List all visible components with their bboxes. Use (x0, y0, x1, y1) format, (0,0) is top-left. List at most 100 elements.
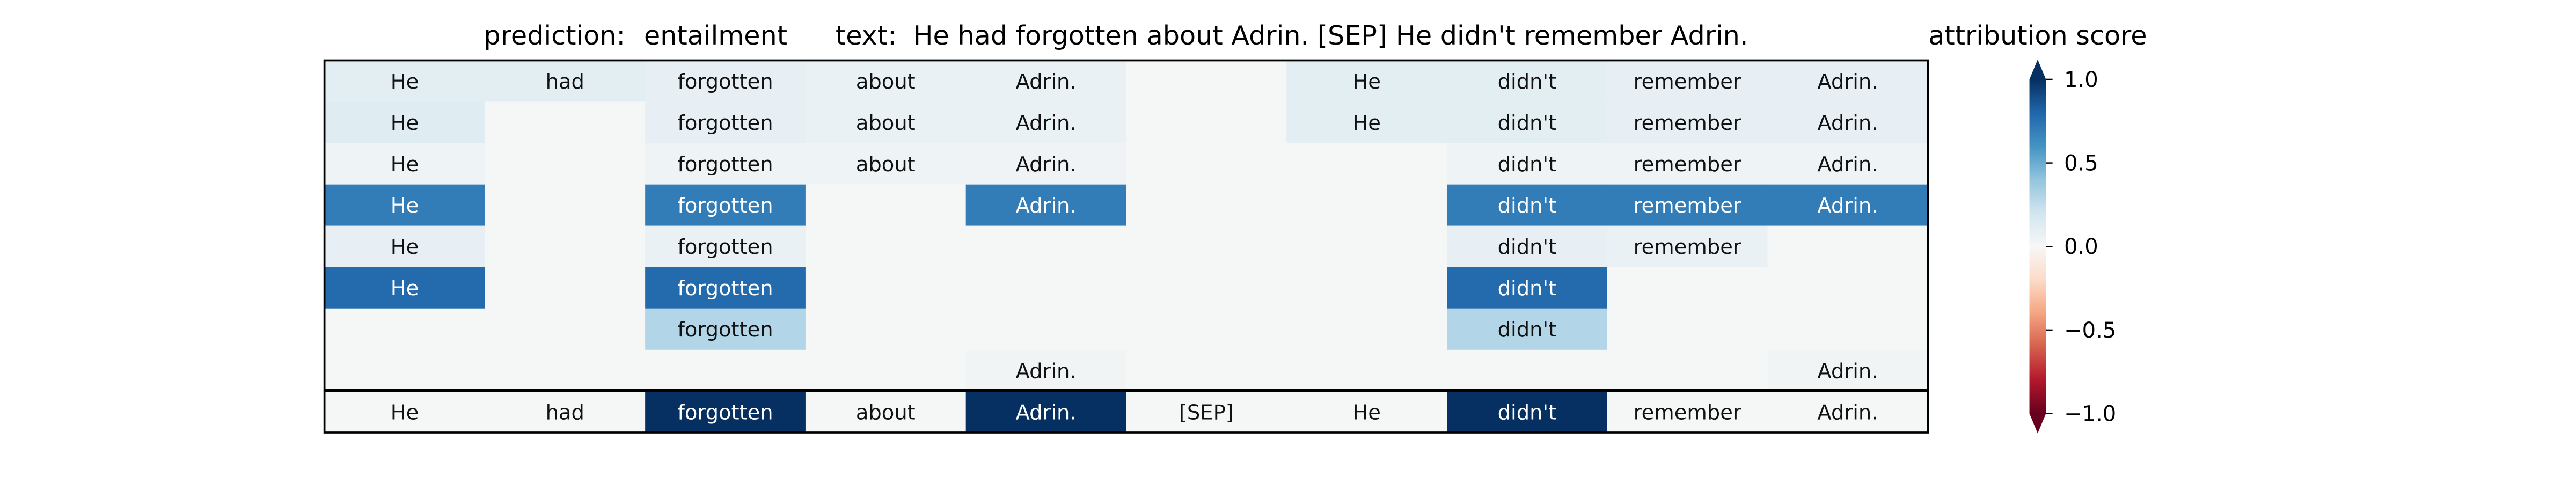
heatmap-row-cell-label: remember (1634, 194, 1741, 218)
heatmap-row-cell-label: didn't (1498, 194, 1557, 218)
summary-row-cell (1126, 391, 1287, 433)
heatmap-row-cell-label: didn't (1498, 318, 1557, 342)
heatmap-cell-labels: He had forgotten about Adrin. He didn't remembe… (391, 70, 1878, 425)
summary-row-cell-label: about (856, 400, 916, 425)
colorbar-ticks: 1.0 0.5 0.0 −0.5 −1.0 (2046, 68, 2116, 426)
heatmap-row-cell (1607, 184, 1768, 226)
heatmap-row-cell-label: Adrin. (1817, 70, 1878, 94)
heatmap-row-cell (1767, 349, 1929, 391)
heatmap-row-cell (1126, 308, 1287, 350)
summary-row-cell-label: didn't (1498, 400, 1557, 425)
heatmap-row-cell (805, 267, 967, 309)
heatmap-row-cell (965, 143, 1127, 185)
colorbar-tick-label: 0.0 (2064, 235, 2098, 259)
heatmap-row-cell-label: He (391, 276, 419, 301)
summary-row-cell-label: Adrin. (1016, 400, 1077, 425)
summary-row-cell-label: He (391, 400, 419, 425)
heatmap-row-cell (1767, 267, 1929, 309)
heatmap-row-cell (1447, 60, 1608, 102)
heatmap-row-cell (1607, 143, 1768, 185)
heatmap-row-cell (1286, 267, 1447, 309)
heatmap-row-cell-label: didn't (1498, 276, 1557, 301)
summary-row-cell (645, 391, 806, 433)
heatmap-row-cell (1607, 267, 1768, 309)
heatmap-row-cell-label: about (856, 152, 916, 177)
heatmap-row-cell-label: He (1352, 70, 1381, 94)
heatmap-row-cell (805, 101, 967, 143)
summary-row-cell (324, 391, 486, 433)
heatmap-row-cell (805, 60, 967, 102)
heatmap-row-cell (485, 143, 646, 185)
heatmap-row-cell (805, 143, 967, 185)
heatmap-frame (323, 59, 1929, 391)
heatmap-row-cell (645, 225, 806, 267)
heatmap-row-cell (324, 101, 486, 143)
heatmap-row-cell (1286, 60, 1447, 102)
prediction-label: prediction: (484, 20, 626, 51)
heatmap-row-cell-label: Adrin. (1817, 152, 1878, 177)
heatmap-row-cell (1126, 184, 1287, 226)
heatmap-row-cell-label: Adrin. (1016, 70, 1077, 94)
heatmap-row-cell-label: He (391, 194, 419, 218)
colorbar-tick-label: −1.0 (2064, 401, 2116, 426)
heatmap-row-cell (1607, 308, 1768, 350)
heatmap-row-cell (1126, 349, 1287, 391)
heatmap-row-cell (324, 225, 486, 267)
heatmap-row-cell-label: Adrin. (1817, 359, 1878, 383)
summary-row-cell-label: forgotten (677, 400, 773, 425)
heatmap-row-cell (485, 308, 646, 350)
heatmap-row-cell (645, 60, 806, 102)
heatmap-row-cell (965, 184, 1127, 226)
heatmap-row-cell-label: Adrin. (1016, 111, 1077, 135)
colorbar-tick-label: 0.5 (2064, 151, 2098, 175)
heatmap-row-cell (1767, 101, 1929, 143)
summary-row-cell (1447, 391, 1608, 433)
heatmap-row-cell (1767, 184, 1929, 226)
summary-row-cell (1607, 391, 1768, 433)
heatmap-cells (324, 60, 1929, 433)
heatmap-row-cell-label: didn't (1498, 235, 1557, 259)
summary-row-cell (805, 391, 967, 433)
heatmap-row-cell (645, 308, 806, 350)
summary-row-cell (965, 391, 1127, 433)
heatmap-row-cell (1447, 225, 1608, 267)
heatmap-row-cell (1607, 225, 1768, 267)
heatmap-row-cell (805, 349, 967, 391)
heatmap-row-cell-label: about (856, 70, 916, 94)
heatmap-row-cell (485, 349, 646, 391)
heatmap-row-cell (1286, 225, 1447, 267)
heatmap-row-cell (1126, 143, 1287, 185)
heatmap-row-cell-label: forgotten (677, 276, 773, 301)
heatmap-row-cell-label: He (1352, 111, 1381, 135)
heatmap-row-cell (324, 143, 486, 185)
heatmap-row-cell (1607, 60, 1768, 102)
heatmap-row-cell-label: remember (1634, 152, 1741, 177)
heatmap-row-cell (1767, 143, 1929, 185)
heatmap-row-cell (805, 225, 967, 267)
heatmap-row-cell-label: Adrin. (1817, 194, 1878, 218)
prediction-value: entailment (644, 20, 787, 51)
heatmap-row-cell-label: forgotten (677, 235, 773, 259)
heatmap-row-cell (485, 267, 646, 309)
summary-row-cell (485, 391, 646, 433)
heatmap-row-cell-label: Adrin. (1016, 194, 1077, 218)
heatmap-row-cell (1767, 60, 1929, 102)
heatmap-row-cell-label: forgotten (677, 318, 773, 342)
heatmap-row-cell-label: forgotten (677, 194, 773, 218)
colorbar (2029, 59, 2046, 434)
heatmap-row-cell (1767, 225, 1929, 267)
heatmap-row-cell (485, 184, 646, 226)
heatmap-row-cell-label: forgotten (677, 111, 773, 135)
heatmap-row-cell (324, 349, 486, 391)
heatmap-row-cell (1126, 101, 1287, 143)
heatmap-row-cell (645, 184, 806, 226)
heatmap-row-cell (1126, 60, 1287, 102)
heatmap-row-cell-label: Adrin. (1016, 359, 1077, 383)
heatmap-row-cell (1286, 143, 1447, 185)
heatmap-row-cell (485, 225, 646, 267)
heatmap-row-cell-label: remember (1634, 111, 1741, 135)
heatmap-row-cell (1286, 101, 1447, 143)
heatmap-row-cell-label: remember (1634, 70, 1741, 94)
heatmap-row-cell-label: remember (1634, 235, 1741, 259)
